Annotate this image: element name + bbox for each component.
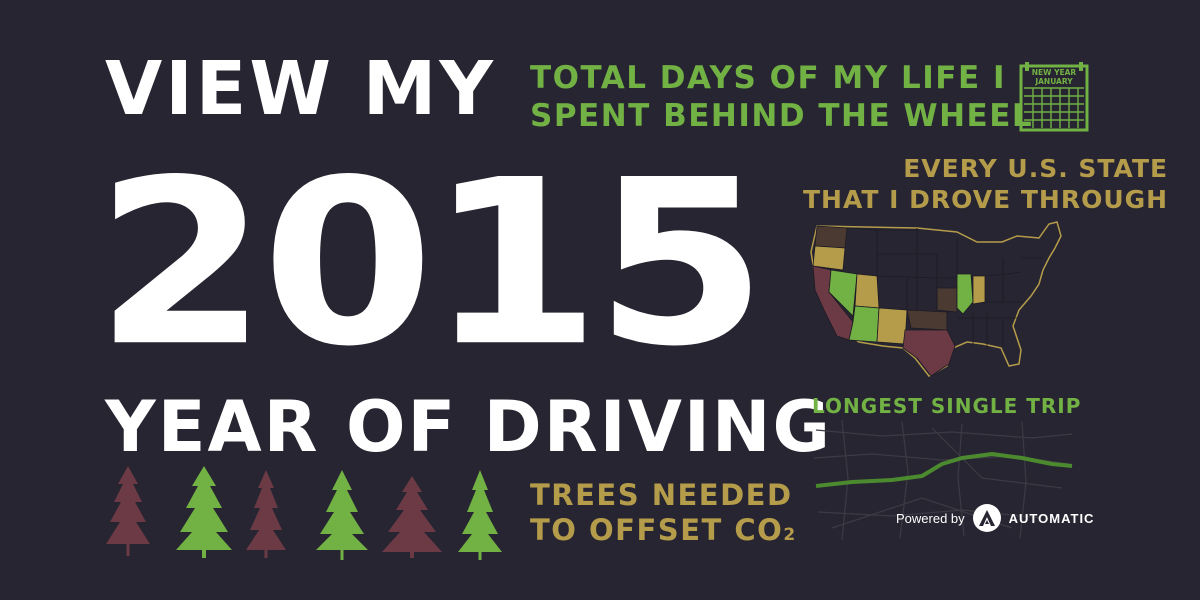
state-oregon	[812, 245, 846, 271]
powered-by-automatic[interactable]: Powered by AUTOMATIC	[896, 504, 1094, 532]
trees-needed-label: TREES NEEDED TO OFFSET CO2	[530, 478, 797, 549]
states-line2: THAT I DROVE THROUGH	[803, 184, 1169, 214]
trees-line2: TO OFFSET CO2	[530, 513, 797, 548]
longest-trip-label: LONGEST SINGLE TRIP	[812, 394, 1082, 418]
state-new-mexico	[876, 307, 908, 345]
headline-year-of-driving: YEAR OF DRIVING	[105, 386, 832, 468]
calendar-month: JANUARY	[1034, 77, 1073, 86]
state-borders	[846, 227, 1043, 350]
headline-view-my: VIEW MY	[105, 46, 496, 132]
calendar-icon: NEW YEAR JANUARY	[1019, 62, 1089, 132]
pine-tree-icon	[176, 466, 232, 558]
road-network	[813, 419, 1073, 541]
us-map	[810, 221, 1062, 377]
state-texas	[902, 329, 956, 377]
state-arizona	[848, 305, 880, 343]
trees-line1: TREES NEEDED	[530, 478, 793, 512]
trees-row	[106, 466, 502, 560]
state-utah	[854, 273, 880, 309]
powered-by-text: Powered by	[896, 510, 965, 526]
total-days-line1: TOTAL DAYS OF MY LIFE I	[530, 60, 1006, 96]
pine-tree-icon	[316, 470, 368, 560]
longest-trip-route	[815, 452, 1073, 488]
trees-line2-text: TO OFFSET CO	[530, 513, 784, 548]
state-indiana	[972, 275, 986, 305]
states-label: EVERY U.S. STATE THAT I DROVE THROUGH	[803, 154, 1168, 215]
total-days-label: TOTAL DAYS OF MY LIFE I SPENT BEHIND THE…	[530, 60, 1033, 136]
pine-tree-icon	[106, 466, 150, 556]
state-illinois	[956, 273, 974, 315]
state-missouri	[936, 287, 958, 313]
automatic-brand-text: AUTOMATIC	[1008, 510, 1095, 526]
pine-tree-icon	[246, 470, 286, 558]
state-washington	[814, 225, 848, 249]
pine-tree-icon	[382, 476, 442, 558]
state-oklahoma	[906, 309, 948, 331]
total-days-line2: SPENT BEHIND THE WHEEL	[530, 97, 1034, 134]
co2-subscript: 2	[783, 525, 797, 546]
automatic-logo-icon	[972, 504, 1001, 532]
calendar-new-year: NEW YEAR	[1032, 68, 1077, 77]
route-map	[813, 419, 1073, 541]
headline-year: 2015	[95, 131, 767, 397]
state-nevada	[828, 269, 858, 317]
pine-tree-icon	[458, 470, 502, 560]
states-line1: EVERY U.S. STATE	[903, 154, 1169, 183]
